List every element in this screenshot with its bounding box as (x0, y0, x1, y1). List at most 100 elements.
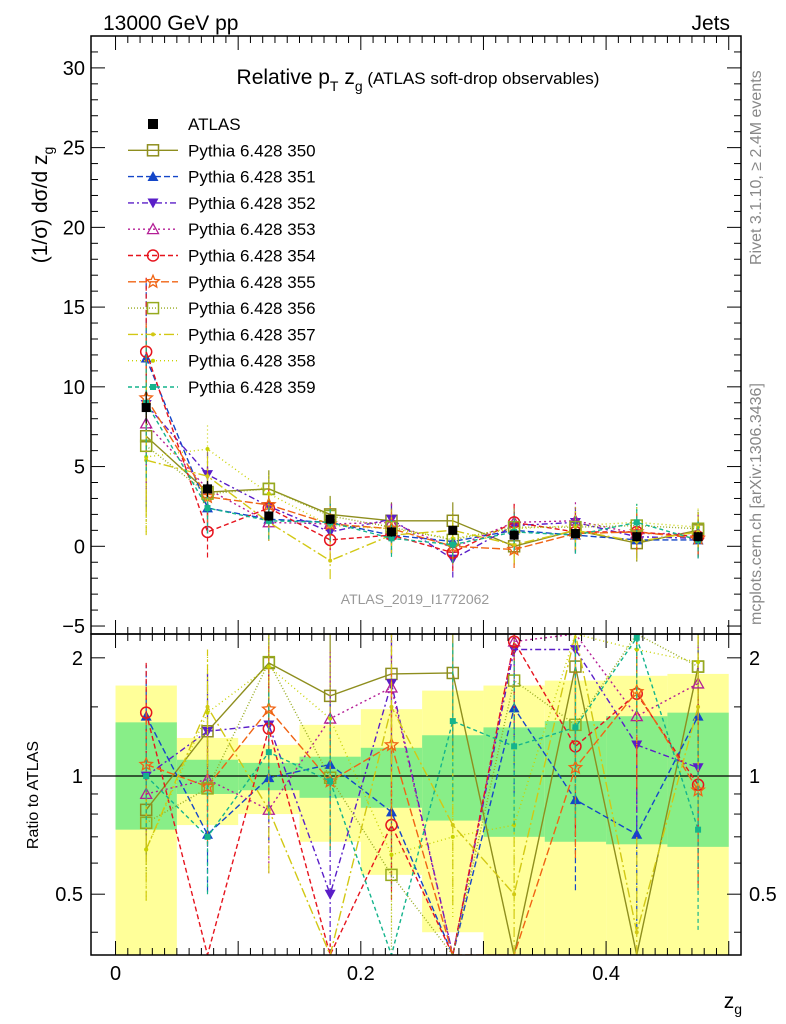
series-marker (205, 447, 210, 452)
series-line (146, 459, 699, 562)
legend-label: Pythia 6.428 351 (188, 168, 316, 187)
series-marker (449, 541, 456, 548)
upper-ylabel: (1/σ) dσ/d zg (29, 147, 56, 264)
legend-marker (146, 301, 160, 315)
series-marker (388, 535, 395, 542)
ratio-marker (449, 718, 456, 725)
series-7 (144, 385, 701, 580)
ratio-marker (205, 704, 210, 709)
lower-ytick-label-right: 1 (749, 766, 760, 788)
upper-ylabel-sub: g (40, 147, 56, 155)
ratio-marker (266, 807, 271, 812)
legend-item-2: Pythia 6.428 352 (128, 194, 316, 213)
lower-frame (90, 633, 742, 956)
legend-marker (148, 119, 158, 129)
ratio-marker (633, 634, 640, 641)
series-line (145, 445, 699, 541)
legend-item-atlas: ATLAS (148, 115, 241, 134)
ratio-marker (328, 716, 333, 721)
legend-label: Pythia 6.428 357 (188, 325, 316, 344)
series-marker (512, 542, 517, 547)
legend-label: ATLAS (188, 115, 241, 134)
ratio-marker (205, 710, 210, 715)
data-marker (141, 403, 151, 413)
header-right-label: Jets (691, 12, 730, 35)
legend-marker (146, 249, 160, 262)
data-marker (203, 484, 213, 494)
legend-item-9: Pythia 6.428 359 (128, 378, 316, 397)
upper-ytick-label: 20 (63, 217, 85, 239)
ratio-marker (572, 724, 579, 731)
ratio-marker (261, 701, 277, 716)
lower-ytick-label-right: 0.5 (749, 884, 777, 906)
legend-label: Pythia 6.428 356 (188, 299, 316, 318)
x-tick-label: 0.4 (592, 963, 620, 985)
series-marker (633, 519, 640, 526)
data-marker (570, 529, 580, 539)
ratio-uncertainty-bands (91, 673, 741, 955)
ratio-marker (567, 759, 584, 775)
legend-marker (151, 358, 155, 363)
series-line (146, 448, 699, 540)
x-axis-title: zg (724, 990, 742, 1017)
ratio-line (146, 634, 699, 955)
ratio-marker (143, 773, 150, 780)
xlabel-text: z (724, 990, 735, 1013)
data-series (141, 391, 703, 542)
series-marker (266, 491, 271, 496)
legend-marker (147, 171, 159, 181)
series-4 (139, 276, 705, 572)
ratio-line (145, 634, 699, 856)
title-main: Relative p (237, 66, 330, 89)
ratio-line (145, 706, 699, 955)
legend-item-3: Pythia 6.428 353 (128, 220, 316, 239)
upper-ytick-label: 15 (63, 297, 85, 319)
title-sub-g: g (355, 78, 363, 94)
lower-ylabel: Ratio to ATLAS (25, 741, 42, 849)
legend-item-0: Pythia 6.428 350 (128, 141, 316, 160)
legend-marker (146, 222, 160, 235)
series-line (145, 423, 699, 549)
series-line (145, 402, 699, 546)
title-rest: (ATLAS soft-drop observables) (363, 69, 600, 88)
data-marker (448, 525, 458, 535)
upper-panel (138, 276, 706, 580)
svg-text:(1/σ) dσ/d zg: (1/σ) dσ/d zg (29, 147, 56, 264)
legend-label: Pythia 6.428 352 (188, 194, 316, 213)
legend-label: Pythia 6.428 353 (188, 220, 316, 239)
analysis-label: ATLAS_2019_I1772062 (341, 591, 490, 607)
ratio-marker (511, 743, 518, 750)
ratio-series-9 (143, 634, 702, 955)
series-line (145, 397, 699, 551)
upper-ytick-label: 25 (63, 138, 85, 160)
ratio-marker (199, 778, 216, 794)
legend-item-1: Pythia 6.428 351 (128, 168, 316, 187)
ratio-line (145, 634, 699, 955)
chart-title: Relative pT zg (ATLAS soft-drop observab… (237, 66, 600, 94)
ratio-marker (634, 930, 639, 935)
ratio-marker (389, 852, 394, 857)
series-marker (506, 541, 522, 557)
legend-marker (151, 332, 155, 337)
series-marker (144, 454, 149, 459)
ratio-marker (512, 823, 517, 828)
legend-item-5: Pythia 6.428 355 (128, 273, 316, 292)
x-tick-label: 0 (110, 963, 121, 985)
ratio-marker (204, 833, 211, 840)
legend-label: Pythia 6.428 354 (188, 247, 316, 266)
ratio-marker (634, 647, 639, 652)
title-sub-t: T (330, 78, 339, 94)
series-line (145, 403, 699, 560)
data-marker (325, 514, 335, 524)
legend-marker (145, 273, 161, 289)
ratio-marker (324, 889, 336, 900)
ratio-marker (266, 664, 271, 669)
upper-ytick-label: 0 (74, 536, 85, 558)
legend-marker (146, 144, 160, 157)
title-mid: z (338, 66, 354, 89)
ratio-marker (139, 706, 153, 719)
ratio-marker (450, 834, 455, 839)
ratio-marker (695, 826, 702, 833)
mcplots-label: mcplots.cern.ch [arXiv:1306.3436] (748, 383, 765, 625)
upper-ytick-label: 10 (63, 377, 85, 399)
